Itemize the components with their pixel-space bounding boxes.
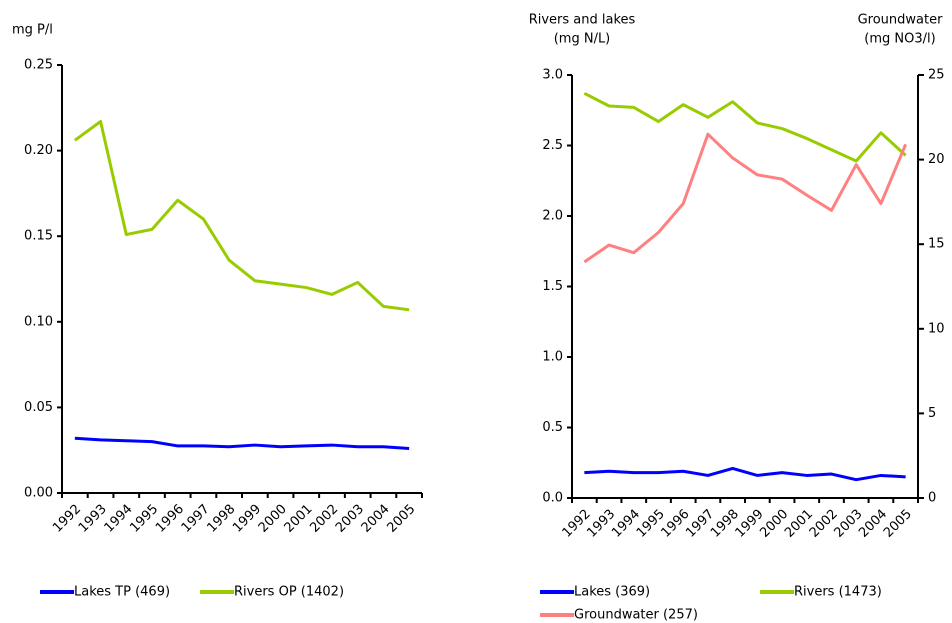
- y2-tick-label: 15: [928, 237, 945, 252]
- y-tick-label: 1.5: [542, 279, 563, 294]
- y2-tick-label: 20: [928, 152, 945, 167]
- y-tick-label: 0.20: [24, 143, 53, 158]
- axis-label: Groundwater: [858, 13, 944, 28]
- y-tick-label: 2.0: [542, 209, 563, 224]
- x-tick-label: 1996: [153, 502, 187, 536]
- y2-tick-label: 10: [928, 321, 945, 336]
- legend-label: Groundwater (257): [574, 608, 698, 623]
- x-tick-label: 1994: [102, 502, 136, 536]
- x-tick-label: 2001: [282, 502, 316, 536]
- x-tick-label: 2000: [256, 502, 290, 536]
- x-tick-label: 1995: [127, 502, 161, 536]
- y2-tick-label: 25: [928, 68, 945, 83]
- x-tick-label: 1993: [76, 502, 110, 536]
- legend-label: Rivers (1473): [794, 585, 882, 600]
- legend-label: Rivers OP (1402): [234, 585, 344, 600]
- y-tick-label: 2.5: [542, 138, 563, 153]
- y-tick-label: 0.0: [542, 491, 563, 506]
- x-tick-label: 1998: [204, 502, 238, 536]
- y-tick-label: 0.5: [542, 420, 563, 435]
- axis-label: (mg NO3/l): [864, 32, 935, 47]
- axis-label: (mg N/L): [554, 32, 611, 47]
- y-tick-label: 3.0: [542, 68, 563, 83]
- y2-tick-label: 0: [928, 491, 936, 506]
- x-tick-label: 1992: [50, 502, 84, 536]
- y-tick-label: 0.10: [24, 314, 53, 329]
- legend-label: Lakes TP (469): [74, 585, 170, 600]
- x-tick-label: 2005: [881, 507, 915, 541]
- x-tick-label: 1999: [230, 502, 264, 536]
- y-tick-label: 0.00: [24, 486, 53, 501]
- series-line: [74, 436, 410, 450]
- axis-label: Rivers and lakes: [529, 13, 636, 28]
- legend-label: Lakes (369): [574, 585, 650, 600]
- series-line: [583, 91, 907, 163]
- y2-tick-label: 5: [928, 406, 936, 421]
- y-tick-label: 1.0: [542, 350, 563, 365]
- y-tick-label: 0.15: [24, 229, 53, 244]
- x-tick-label: 2005: [384, 502, 418, 536]
- x-tick-label: 2004: [359, 502, 393, 536]
- series-line: [584, 466, 906, 482]
- y-tick-label: 0.25: [24, 58, 53, 73]
- axis-label: mg P/l: [12, 23, 53, 38]
- series-line: [73, 119, 410, 312]
- y-tick-label: 0.05: [24, 400, 53, 415]
- series-line: [583, 132, 908, 264]
- x-tick-label: 2003: [333, 502, 367, 536]
- x-tick-label: 1997: [179, 502, 213, 536]
- x-tick-label: 2002: [307, 502, 341, 536]
